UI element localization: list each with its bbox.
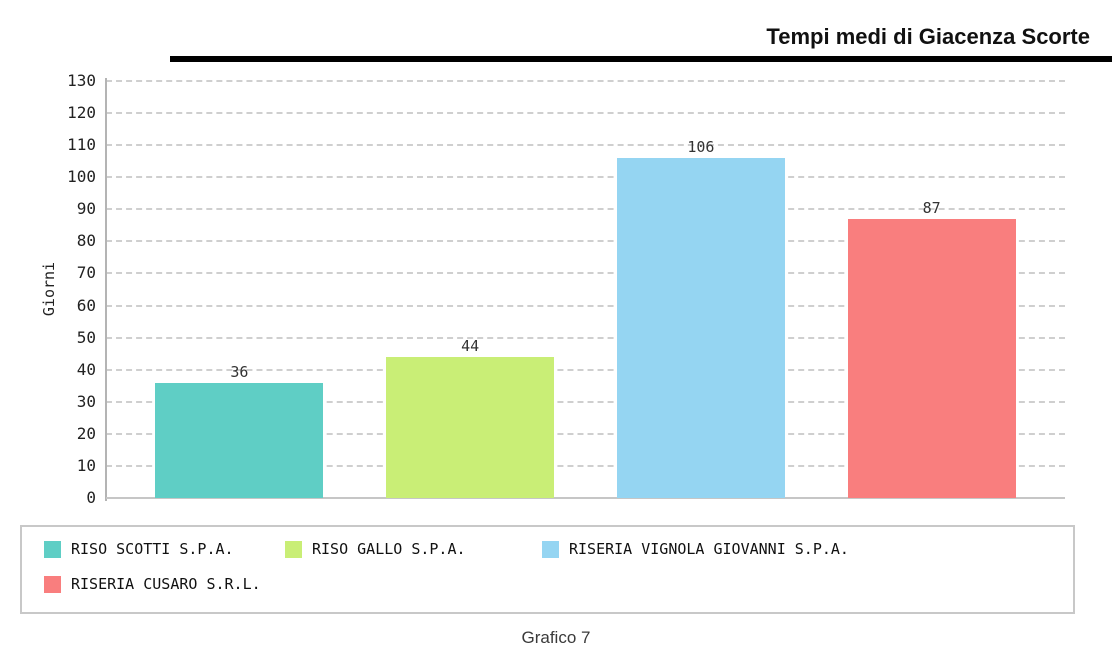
legend-item: RISERIA CUSARO S.R.L. [44, 573, 285, 595]
legend-swatch [542, 540, 559, 558]
legend-swatch [44, 540, 61, 558]
y-tick-label: 20 [76, 423, 96, 443]
y-axis-title: Giorni [40, 261, 58, 317]
legend-item: RISO SCOTTI S.P.A. [44, 538, 285, 560]
bar-slot: 36 [124, 81, 355, 498]
y-tick-label: 130 [67, 71, 96, 90]
gridline [106, 208, 1065, 211]
title-underline-rule [170, 56, 1112, 62]
legend-item: RISERIA VIGNOLA GIOVANNI S.P.A. [542, 538, 1073, 560]
legend-label: RISO GALLO S.P.A. [312, 540, 466, 558]
gridline [106, 400, 1065, 403]
y-tick-label: 90 [76, 199, 96, 219]
bar [616, 158, 785, 498]
gridline [106, 80, 1065, 82]
gridline [106, 144, 1065, 147]
legend-swatch [285, 540, 302, 558]
x-axis-baseline [106, 497, 1065, 499]
y-tick-label: 70 [76, 263, 96, 283]
legend-swatch [44, 575, 61, 593]
y-tick-label: 10 [76, 455, 96, 475]
bar-value-label: 44 [461, 336, 480, 355]
bar [847, 218, 1016, 498]
legend-item: RISO GALLO S.P.A. [285, 538, 542, 560]
bar-slot: 44 [355, 81, 586, 498]
y-tick-label: 40 [76, 359, 96, 379]
gridline [106, 304, 1065, 307]
gridline [106, 368, 1065, 371]
bar-value-label: 36 [230, 362, 249, 381]
legend-box: RISO SCOTTI S.P.A. RISO GALLO S.P.A. RISER… [20, 525, 1075, 614]
gridline [106, 112, 1065, 115]
legend-label: RISERIA CUSARO S.R.L. [71, 575, 261, 593]
gridline [106, 464, 1065, 467]
legend-label: RISERIA VIGNOLA GIOVANNI S.P.A. [569, 540, 849, 558]
y-tick-label: 100 [67, 167, 96, 187]
bar-value-label: 106 [687, 138, 715, 156]
bar-value-label: 87 [922, 198, 941, 217]
y-tick-label: 50 [76, 327, 96, 347]
page-title: Tempi medi di Giacenza Scorte [766, 24, 1090, 49]
bars-area: 36 44 106 87 [106, 81, 1065, 498]
gridline [106, 272, 1065, 275]
y-tick-label: 80 [76, 231, 96, 251]
gridline [106, 432, 1065, 435]
y-tick-label: 60 [76, 295, 96, 315]
y-tick-label: 0 [86, 488, 96, 507]
bar [155, 382, 324, 498]
bar-slot: 87 [816, 81, 1047, 498]
gridline [106, 336, 1065, 339]
y-tick-label: 120 [67, 103, 96, 123]
bar-slot: 106 [586, 81, 817, 498]
gridline [106, 240, 1065, 243]
gridline [106, 176, 1065, 179]
legend-label: RISO SCOTTI S.P.A. [71, 540, 234, 558]
y-tick-label: 110 [67, 135, 96, 155]
chart-caption: Grafico 7 [521, 628, 591, 647]
y-tick-label: 30 [76, 391, 96, 411]
bar [386, 356, 555, 498]
y-axis-line [105, 78, 107, 501]
